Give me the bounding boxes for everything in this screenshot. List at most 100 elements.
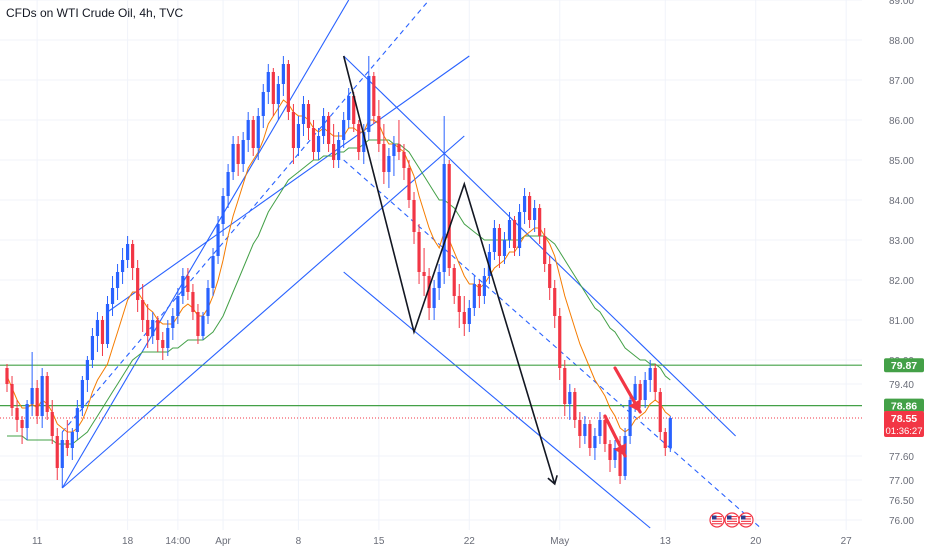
- candle-body: [593, 436, 597, 448]
- time-tick-label: May: [550, 536, 569, 547]
- candle-body: [533, 208, 537, 220]
- price-tick-label: 77.00: [889, 476, 914, 487]
- candle-body: [115, 272, 120, 288]
- candle-body: [110, 288, 115, 304]
- candle-body: [35, 388, 39, 416]
- candles: [5, 56, 672, 488]
- candle-body: [85, 360, 89, 380]
- candle-body: [497, 228, 502, 256]
- price-level-badge: [884, 411, 924, 437]
- candle-body: [362, 132, 366, 152]
- candle-body: [568, 392, 572, 404]
- candle-body: [563, 368, 567, 404]
- candle-body: [291, 112, 296, 148]
- candle-body: [558, 316, 562, 368]
- price-level-label: 78.86: [891, 401, 917, 413]
- price-axis[interactable]: 89.00 88.00 87.00 86.00 85.00 84.00 83.00 82.00…: [862, 0, 932, 550]
- candle-body: [618, 448, 622, 476]
- channel-line: [61, 135, 465, 489]
- candle-body: [548, 264, 552, 288]
- candle-body: [492, 228, 497, 252]
- candle-body: [578, 420, 582, 436]
- candle-body: [45, 376, 49, 412]
- candle-body: [382, 144, 386, 172]
- candle-body: [633, 384, 637, 400]
- candle-body: [50, 412, 54, 436]
- candle-body: [432, 288, 436, 308]
- flag-stripe: [741, 520, 751, 522]
- candle-body: [658, 392, 662, 432]
- candle-body: [477, 284, 481, 296]
- time-tick-label: 15: [373, 536, 385, 547]
- zigzag-pattern[interactable]: [342, 55, 558, 486]
- candle-body: [261, 92, 265, 116]
- flag-stripe: [741, 518, 751, 520]
- candle-body: [286, 64, 290, 112]
- candle-body: [306, 104, 311, 128]
- candle-body: [221, 196, 225, 224]
- channel-line: [343, 55, 737, 437]
- candle-body: [603, 420, 607, 444]
- candle-body: [447, 164, 451, 268]
- candle-body: [156, 320, 160, 340]
- candle-body: [583, 424, 587, 436]
- flag-canton: [712, 515, 717, 520]
- candle-body: [80, 380, 84, 408]
- candle-body: [472, 284, 476, 308]
- candle-body: [231, 144, 235, 172]
- us-flag-icon: [724, 512, 740, 528]
- candle-body: [638, 384, 642, 400]
- candle-body: [70, 432, 74, 448]
- candle-body: [186, 276, 190, 292]
- candle-body: [206, 288, 210, 316]
- price-axis-background: [862, 0, 932, 550]
- candle-body: [397, 144, 401, 152]
- candle-body: [191, 292, 195, 312]
- price-level-label: 78.55: [891, 413, 917, 425]
- economic-events[interactable]: [709, 512, 754, 528]
- candle-body: [216, 224, 220, 256]
- time-axis[interactable]: 11 18 14:00 Apr 8 15 22 May 13 20 27: [0, 530, 862, 550]
- candle-body: [337, 140, 341, 160]
- flag-stripe: [727, 518, 737, 520]
- candle-body: [141, 300, 145, 320]
- candle-body: [321, 116, 326, 136]
- flag-stripe: [741, 516, 751, 518]
- candle-body: [543, 236, 547, 264]
- price-tick-label: 83.00: [889, 236, 914, 247]
- time-tick-label: 27: [841, 536, 853, 547]
- candle-body: [161, 340, 165, 348]
- candle-body: [643, 380, 647, 400]
- candle-body: [387, 156, 391, 172]
- price-tick-label: 88.00: [889, 36, 914, 47]
- trend-channels[interactable]: [61, 0, 762, 529]
- forecast-arrows[interactable]: [603, 366, 642, 458]
- candle-body: [276, 84, 280, 104]
- candle-body: [75, 408, 79, 432]
- candle-body: [90, 336, 95, 360]
- flag-circle: [738, 512, 754, 528]
- channel-line: [343, 271, 651, 529]
- candle-body: [40, 376, 44, 416]
- candle-body: [181, 276, 185, 296]
- candle-body: [10, 384, 14, 408]
- flag-stripe: [727, 523, 737, 525]
- flag-stripe: [741, 523, 751, 525]
- candle-body: [452, 268, 456, 296]
- candle-body: [151, 320, 155, 336]
- candle-body: [367, 76, 371, 132]
- zigzag-line: [342, 55, 556, 485]
- price-tick-label: 84.00: [889, 196, 914, 207]
- candle-body: [332, 144, 336, 160]
- candle-body: [347, 96, 351, 120]
- grid: [0, 0, 862, 530]
- candle-body: [281, 64, 285, 84]
- candle-body: [437, 272, 441, 288]
- candle-body: [100, 320, 105, 344]
- time-tick-label: 13: [660, 536, 672, 547]
- time-tick-label: 11: [32, 536, 43, 547]
- price-levels[interactable]: [0, 364, 862, 419]
- price-tick-label: 89.00: [889, 0, 914, 7]
